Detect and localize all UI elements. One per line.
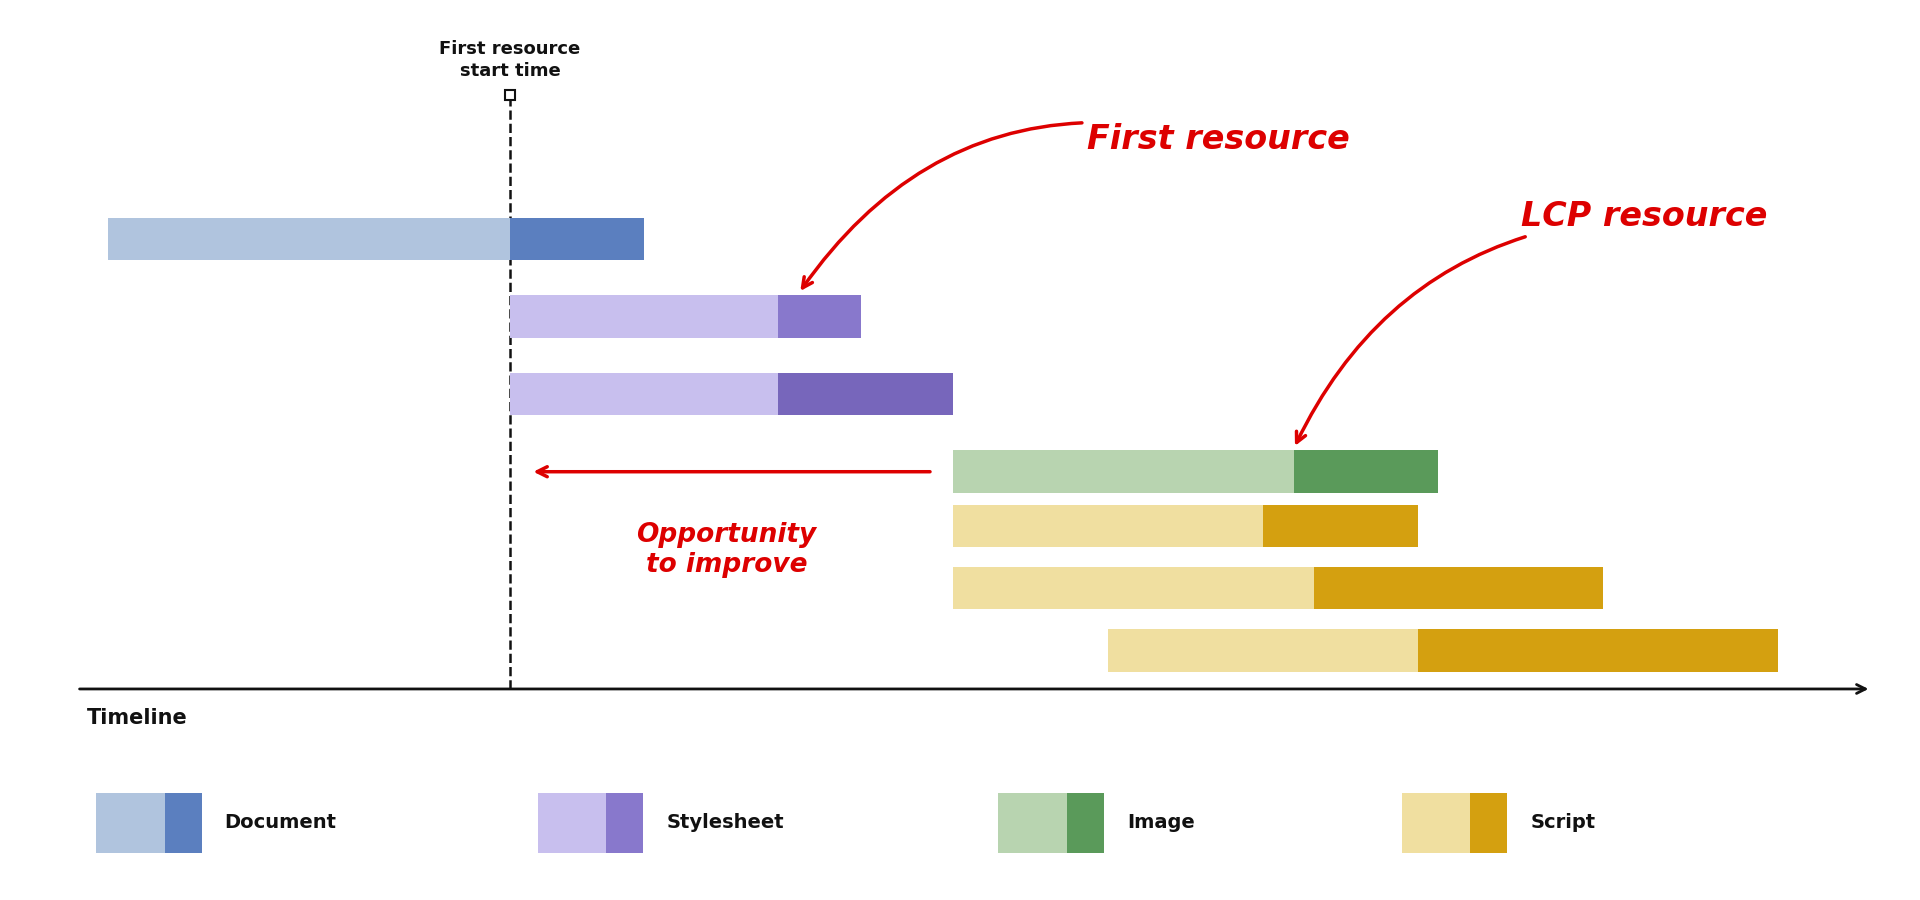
Bar: [954, 505, 1263, 547]
Bar: [1263, 505, 1417, 547]
Bar: [108, 218, 511, 260]
Bar: [511, 295, 778, 338]
Bar: [96, 793, 165, 853]
Bar: [511, 373, 778, 416]
Bar: [998, 793, 1068, 853]
Bar: [778, 373, 954, 416]
Bar: [1294, 450, 1438, 493]
Bar: [1068, 793, 1104, 853]
Text: First resource
start time: First resource start time: [440, 40, 580, 80]
Bar: [165, 793, 202, 853]
Text: LCP resource: LCP resource: [1296, 200, 1766, 443]
Text: Script: Script: [1530, 814, 1596, 832]
Bar: [1417, 629, 1778, 671]
Bar: [1402, 793, 1471, 853]
Bar: [511, 218, 643, 260]
Text: Image: Image: [1127, 814, 1194, 832]
Text: Document: Document: [225, 814, 336, 832]
Bar: [1315, 567, 1603, 609]
Bar: [607, 793, 643, 853]
Text: Opportunity
to improve: Opportunity to improve: [636, 522, 816, 578]
Bar: [538, 793, 607, 853]
Bar: [1471, 793, 1507, 853]
Bar: [778, 295, 860, 338]
Text: First resource: First resource: [803, 122, 1350, 288]
Text: Timeline: Timeline: [86, 708, 188, 728]
Bar: [954, 450, 1294, 493]
Bar: [1108, 629, 1417, 671]
Bar: [954, 567, 1315, 609]
Text: Stylesheet: Stylesheet: [666, 814, 783, 832]
